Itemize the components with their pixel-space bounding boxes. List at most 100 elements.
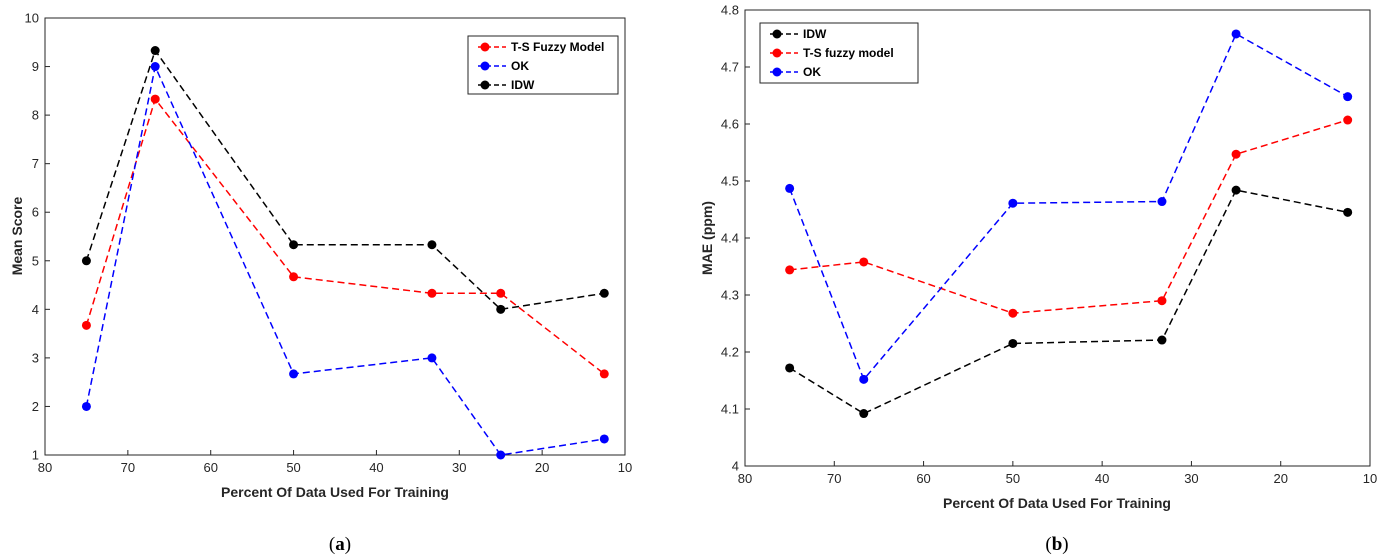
y-tick-label: 3 (32, 350, 39, 365)
caption-a: (a) (329, 534, 351, 555)
y-tick-label: 1 (32, 448, 39, 463)
data-point (1157, 296, 1167, 306)
data-point (150, 94, 160, 104)
data-point (427, 240, 437, 250)
y-axis-title-a: Mean Score (9, 196, 25, 275)
series-line-2 (789, 119, 1348, 314)
data-point (289, 369, 299, 379)
data-point (599, 288, 609, 298)
series-line-1 (789, 189, 1348, 415)
x-ticks-a: 80 70 60 50 40 30 20 10 (38, 450, 632, 475)
legend-label: IDW (511, 78, 535, 92)
data-point (1008, 198, 1018, 208)
x-axis-title-b: Percent Of Data Used For Training (943, 495, 1171, 511)
x-tick-label: 30 (1184, 471, 1198, 486)
y-tick-label: 9 (32, 59, 39, 74)
chart-panel-b: 80 70 60 50 40 30 20 10 44.14.24.34.44.54.64.74… (699, 3, 1377, 556)
legend-label: T-S fuzzy model (803, 46, 894, 60)
legend-a: T-S Fuzzy Model OK IDW (467, 35, 619, 95)
series-line-1 (85, 97, 605, 375)
x-tick-label: 80 (738, 471, 752, 486)
data-point (1157, 197, 1167, 207)
data-point (81, 401, 91, 411)
data-point (289, 272, 299, 282)
y-axis-title-b: MAE (ppm) (699, 201, 715, 275)
y-tick-label: 4.2 (721, 345, 739, 360)
data-point (785, 265, 795, 275)
legend-marker (772, 48, 782, 58)
y-ticks-a: 1 2 3 4 5 6 7 8 9 10 (25, 11, 50, 463)
x-tick-label: 80 (38, 460, 52, 475)
x-tick-label: 10 (618, 460, 632, 475)
y-tick-label: 4 (32, 302, 39, 317)
data-point (1008, 308, 1018, 318)
series-line-3 (85, 48, 605, 311)
x-tick-label: 40 (1095, 471, 1109, 486)
x-tick-label: 30 (452, 460, 466, 475)
y-ticks-b: 4 4.1 4.2 4.3 4.4 4.5 4.6 4.7 4.8 (721, 3, 750, 474)
x-tick-label: 70 (827, 471, 841, 486)
data-point (859, 257, 869, 267)
data-point (1343, 92, 1353, 102)
y-tick-label: 8 (32, 108, 39, 123)
data-point (1231, 185, 1241, 195)
legend-box-a (467, 35, 619, 95)
data-point (1157, 335, 1167, 345)
data-point (599, 369, 609, 379)
y-tick-label: 4.4 (721, 231, 739, 246)
data-point (785, 363, 795, 373)
x-tick-label: 40 (369, 460, 383, 475)
x-axis-title-a: Percent Of Data Used For Training (221, 484, 449, 500)
series-layer-b (785, 29, 1353, 419)
legend-marker (480, 61, 490, 71)
plot-area-a (44, 17, 626, 456)
x-tick-label: 50 (1006, 471, 1020, 486)
legend-marker (772, 67, 782, 77)
data-point (599, 434, 609, 444)
data-point (427, 353, 437, 363)
data-point (427, 288, 437, 298)
y-tick-label: 4.5 (721, 174, 739, 189)
data-point (496, 450, 506, 460)
y-tick-label: 4.6 (721, 117, 739, 132)
x-tick-label: 20 (1273, 471, 1287, 486)
data-point (859, 409, 869, 419)
y-tick-label: 4 (732, 459, 739, 474)
data-point (1343, 115, 1353, 125)
data-point (1231, 149, 1241, 159)
x-tick-label: 60 (203, 460, 217, 475)
data-point (289, 240, 299, 250)
legend-items-a: T-S Fuzzy Model OK IDW (478, 40, 604, 92)
y-tick-label: 4.1 (721, 402, 739, 417)
legend-marker (480, 42, 490, 52)
data-point (496, 304, 506, 314)
series-line-3 (788, 32, 1349, 381)
legend-b: IDW T-S fuzzy model OK (759, 22, 919, 84)
x-tick-label: 20 (535, 460, 549, 475)
data-point (150, 46, 160, 56)
y-tick-label: 7 (32, 156, 39, 171)
data-point (81, 320, 91, 330)
x-tick-label: 60 (916, 471, 930, 486)
data-point (859, 374, 869, 384)
series-line-2 (85, 64, 605, 456)
legend-label: IDW (803, 27, 827, 41)
data-point (150, 62, 160, 72)
x-tick-label: 50 (286, 460, 300, 475)
series-layer-a (81, 46, 609, 460)
x-tick-label: 10 (1363, 471, 1377, 486)
data-point (496, 288, 506, 298)
legend-items-b: IDW T-S fuzzy model OK (770, 27, 894, 79)
y-tick-label: 4.8 (721, 3, 739, 18)
y-tick-label: 5 (32, 253, 39, 268)
legend-marker (480, 80, 490, 90)
legend-label: OK (803, 65, 821, 79)
x-tick-label: 70 (121, 460, 135, 475)
caption-b: (b) (1045, 534, 1068, 555)
x-ticks-b: 80 70 60 50 40 30 20 10 (738, 461, 1377, 486)
legend-label: T-S Fuzzy Model (511, 40, 604, 54)
data-point (1008, 338, 1018, 348)
y-tick-label: 10 (25, 11, 39, 26)
data-point (785, 183, 795, 193)
data-point (1343, 207, 1353, 217)
